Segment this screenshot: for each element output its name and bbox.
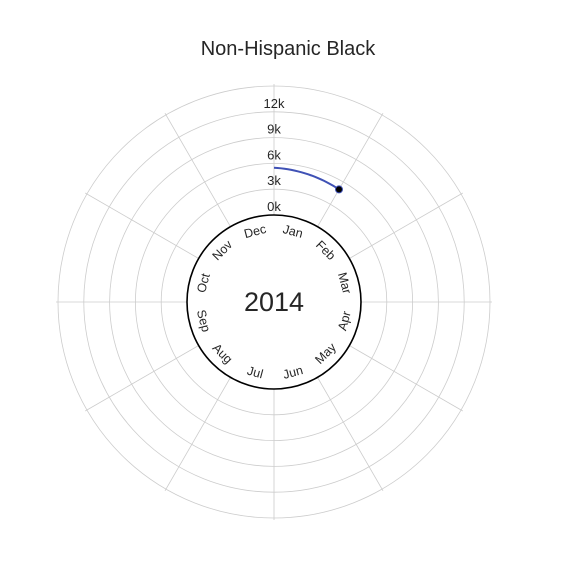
month-label: Dec — [243, 222, 268, 241]
grid-spoke — [349, 192, 463, 259]
r-tick-label: 6k — [267, 147, 281, 162]
r-tick-label: 0k — [267, 199, 281, 214]
grid-spoke — [349, 345, 463, 412]
month-label: Sep — [194, 308, 213, 333]
series-end-marker — [335, 185, 343, 194]
month-label: Jan — [281, 222, 304, 241]
month-label: Jul — [246, 364, 265, 382]
r-tick-label: 12k — [264, 96, 285, 111]
series-line — [273, 166, 340, 191]
grid-spoke — [317, 113, 384, 227]
grid-spoke — [164, 377, 231, 491]
grid-spoke — [85, 192, 199, 259]
month-label: Mar — [335, 271, 354, 295]
grid-spoke — [164, 113, 231, 227]
grid-group — [56, 84, 492, 520]
month-label: Oct — [194, 271, 213, 294]
r-tick-label: 9k — [267, 122, 281, 137]
month-label: Jun — [281, 363, 304, 382]
inner-circle — [186, 214, 362, 390]
grid-spoke — [85, 345, 199, 412]
month-label: Apr — [335, 310, 354, 332]
chart-title: Non-Hispanic Black — [200, 38, 376, 60]
grid-spoke — [317, 377, 384, 491]
center-year-label: 2014 — [244, 287, 304, 317]
r-tick-label: 3k — [267, 173, 281, 188]
